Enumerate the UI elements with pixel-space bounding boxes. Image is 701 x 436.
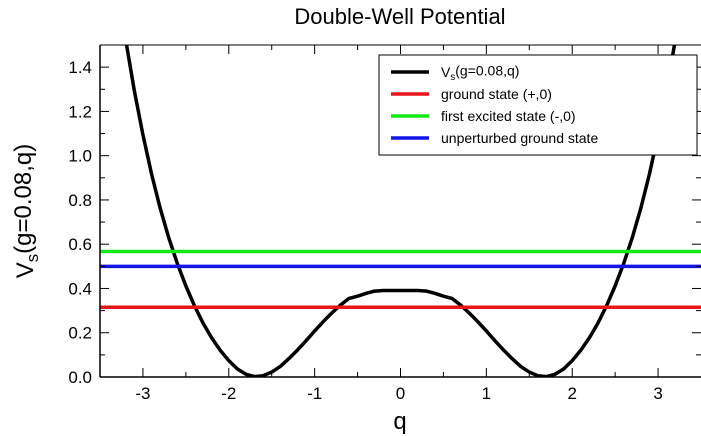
- y-tick-label: 1.0: [68, 147, 92, 166]
- chart-title: Double-Well Potential: [294, 4, 505, 29]
- x-tick-label: 0: [396, 384, 405, 403]
- legend-label: Vs(g=0.08,q): [441, 63, 519, 83]
- y-tick-label: 0.8: [68, 191, 92, 210]
- y-tick-label: 0.2: [68, 324, 92, 343]
- x-tick-label: 2: [567, 384, 576, 403]
- x-tick-label: 3: [653, 384, 662, 403]
- x-axis-label: q: [393, 408, 406, 435]
- legend-label: first excited state (-,0): [441, 108, 576, 124]
- legend-label: unperturbed ground state: [441, 130, 598, 146]
- y-tick-label: 0.4: [68, 279, 92, 298]
- legend-box: [378, 54, 698, 156]
- x-tick-label: 1: [482, 384, 491, 403]
- y-axis-label: Vs(g=0.08,q): [10, 144, 42, 278]
- y-tick-label: 1.4: [68, 58, 92, 77]
- y-tick-label: 0.0: [68, 368, 92, 387]
- series-potential-curve: [124, 45, 677, 377]
- y-tick-label: 0.6: [68, 235, 92, 254]
- plot-area: [100, 45, 701, 377]
- x-tick-label: -2: [221, 384, 236, 403]
- x-tick-label: -3: [135, 384, 150, 403]
- legend: Vs(g=0.08,q) ground state (+,0) first exci…: [378, 54, 698, 156]
- y-tick-label: 1.2: [68, 102, 92, 121]
- legend-label: ground state (+,0): [441, 86, 552, 102]
- x-tick-label: -1: [307, 384, 322, 403]
